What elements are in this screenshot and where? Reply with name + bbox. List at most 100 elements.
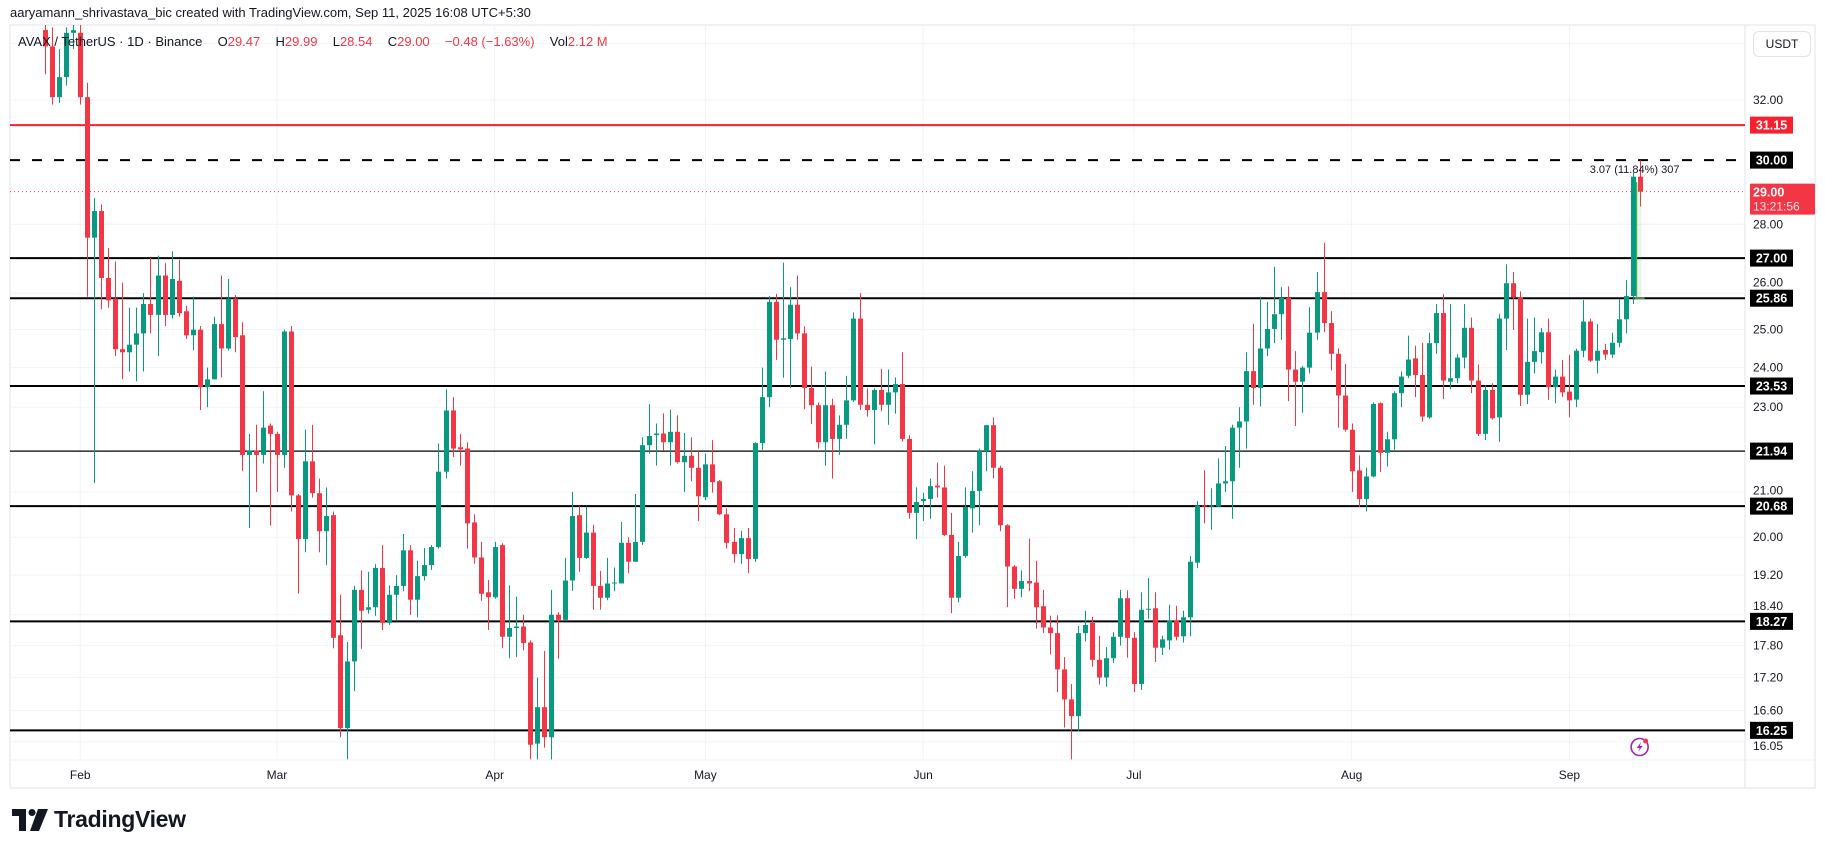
candle[interactable] xyxy=(1034,560,1039,629)
candle[interactable] xyxy=(465,442,470,549)
candle[interactable] xyxy=(436,443,441,549)
candle[interactable] xyxy=(1546,318,1551,400)
candle[interactable] xyxy=(1209,488,1214,530)
candle[interactable] xyxy=(479,541,484,601)
plot-pane[interactable] xyxy=(10,17,1745,760)
candle[interactable] xyxy=(928,478,933,519)
candle[interactable] xyxy=(612,567,617,592)
candle[interactable] xyxy=(191,296,196,351)
candle[interactable] xyxy=(366,571,371,614)
candle[interactable] xyxy=(1434,303,1439,354)
candle[interactable] xyxy=(1293,351,1298,427)
candle[interactable] xyxy=(640,437,645,546)
candle[interactable] xyxy=(1160,635,1165,656)
candle[interactable] xyxy=(710,440,715,493)
candle[interactable] xyxy=(1216,458,1221,508)
candle[interactable] xyxy=(1588,318,1593,362)
candle[interactable] xyxy=(830,398,835,479)
candle[interactable] xyxy=(247,433,252,528)
candle[interactable] xyxy=(907,435,912,519)
candle[interactable] xyxy=(380,545,385,631)
candle[interactable] xyxy=(127,307,132,372)
candle[interactable] xyxy=(879,368,884,412)
interval[interactable]: 1D xyxy=(127,34,144,49)
candle[interactable] xyxy=(668,409,673,466)
candle[interactable] xyxy=(1385,431,1390,467)
candle[interactable] xyxy=(275,431,280,492)
candle[interactable] xyxy=(226,278,231,351)
candle[interactable] xyxy=(1392,391,1397,450)
candle[interactable] xyxy=(1631,172,1636,304)
candle[interactable] xyxy=(352,585,357,692)
candle[interactable] xyxy=(317,478,322,553)
candle[interactable] xyxy=(1265,301,1270,357)
candle[interactable] xyxy=(303,429,308,553)
candle[interactable] xyxy=(219,275,224,378)
candle[interactable] xyxy=(1315,271,1320,340)
candle[interactable] xyxy=(310,424,315,498)
candle[interactable] xyxy=(521,614,526,651)
candle[interactable] xyxy=(1230,424,1235,519)
candle[interactable] xyxy=(549,589,554,760)
candle[interactable] xyxy=(113,261,118,357)
candle[interactable] xyxy=(120,282,125,380)
candle[interactable] xyxy=(1146,578,1151,619)
candle[interactable] xyxy=(1553,369,1558,404)
candle[interactable] xyxy=(619,521,624,584)
candle[interactable] xyxy=(1118,589,1123,646)
candle[interactable] xyxy=(1539,327,1544,364)
candle[interactable] xyxy=(1357,455,1362,508)
candle[interactable] xyxy=(1329,311,1334,371)
candle[interactable] xyxy=(991,417,996,479)
candle[interactable] xyxy=(156,255,161,357)
candle[interactable] xyxy=(1195,501,1200,568)
candle[interactable] xyxy=(1202,470,1207,524)
candle[interactable] xyxy=(1237,407,1242,468)
candle[interactable] xyxy=(844,375,849,439)
candle[interactable] xyxy=(1560,359,1565,398)
candle[interactable] xyxy=(1603,343,1608,360)
candle[interactable] xyxy=(1350,423,1355,492)
candle[interactable] xyxy=(444,389,449,479)
candle[interactable] xyxy=(696,451,701,522)
candle[interactable] xyxy=(1055,615,1060,693)
candle[interactable] xyxy=(134,307,139,382)
candle[interactable] xyxy=(338,594,343,738)
candle[interactable] xyxy=(542,650,547,748)
candle[interactable] xyxy=(177,259,182,317)
candle[interactable] xyxy=(1455,354,1460,384)
candle[interactable] xyxy=(1581,300,1586,358)
candle[interactable] xyxy=(647,404,652,454)
candle[interactable] xyxy=(949,512,954,614)
candle[interactable] xyxy=(1567,354,1572,418)
candle[interactable] xyxy=(359,570,364,649)
candle[interactable] xyxy=(795,275,800,340)
candle[interactable] xyxy=(1532,317,1537,374)
candle[interactable] xyxy=(703,453,708,501)
candle[interactable] xyxy=(732,527,737,563)
candle[interactable] xyxy=(584,506,589,559)
candle[interactable] xyxy=(591,524,596,610)
candle[interactable] xyxy=(1525,318,1530,404)
candle[interactable] xyxy=(1483,385,1488,441)
candle[interactable] xyxy=(451,397,456,458)
candle[interactable] xyxy=(556,612,561,659)
candle[interactable] xyxy=(816,402,821,449)
candle[interactable] xyxy=(570,491,575,591)
candle[interactable] xyxy=(851,312,856,402)
candle[interactable] xyxy=(1336,348,1341,428)
candle[interactable] xyxy=(212,316,217,380)
candle[interactable] xyxy=(1427,332,1432,419)
candle[interactable] xyxy=(1574,348,1579,408)
candle[interactable] xyxy=(387,585,392,625)
candle[interactable] xyxy=(598,570,603,610)
candle[interactable] xyxy=(1497,313,1502,442)
candle[interactable] xyxy=(422,547,427,581)
candle[interactable] xyxy=(1223,446,1228,492)
candle[interactable] xyxy=(626,537,631,574)
candle[interactable] xyxy=(1111,632,1116,664)
candle[interactable] xyxy=(99,204,104,310)
candle[interactable] xyxy=(970,471,975,533)
candle[interactable] xyxy=(472,514,477,564)
candle[interactable] xyxy=(886,369,891,425)
